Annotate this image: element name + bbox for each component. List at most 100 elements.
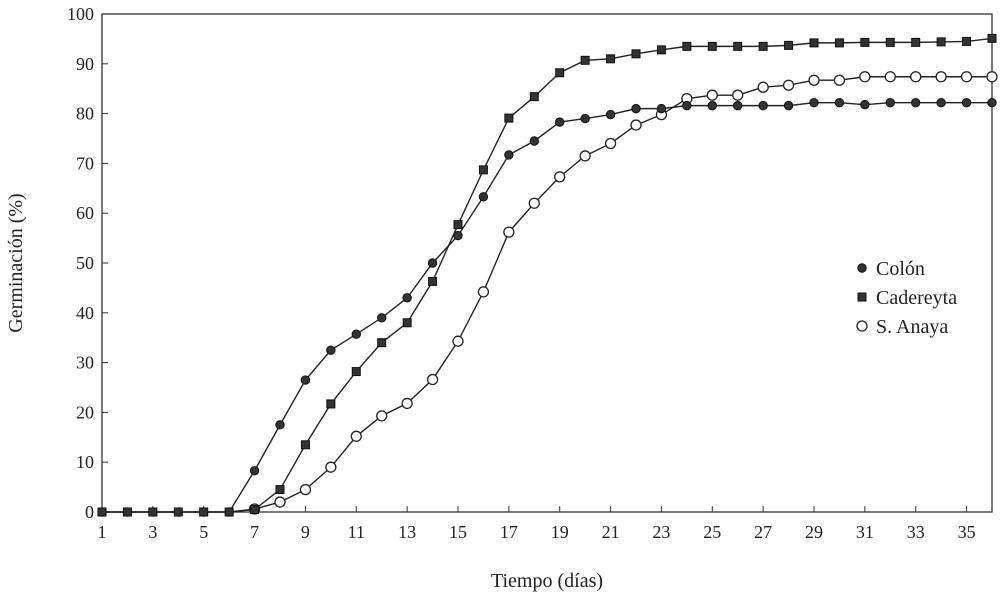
data-point xyxy=(555,68,565,78)
y-tick-label: 90 xyxy=(76,54,94,74)
data-point xyxy=(275,420,285,430)
data-point xyxy=(911,37,921,47)
data-point xyxy=(834,97,845,108)
legend-label: S. Anaya xyxy=(876,316,948,338)
data-point xyxy=(274,496,286,508)
data-point xyxy=(402,318,412,328)
data-point xyxy=(579,150,591,162)
data-point xyxy=(936,37,946,47)
data-point xyxy=(936,97,946,108)
data-point xyxy=(148,507,158,517)
data-point xyxy=(682,100,692,111)
data-point xyxy=(911,97,921,108)
y-tick-label: 10 xyxy=(76,452,94,472)
data-point xyxy=(656,45,666,55)
data-point xyxy=(884,71,896,83)
y-tick-label: 80 xyxy=(76,104,94,124)
series-line xyxy=(102,37,993,513)
data-point xyxy=(477,286,490,298)
x-tick-label: 35 xyxy=(958,522,976,542)
legend: Colón Cadereyta S. Anaya xyxy=(856,258,957,338)
data-point xyxy=(249,465,260,476)
data-point xyxy=(656,103,667,114)
x-tick-label: 23 xyxy=(652,522,670,542)
x-tick-label: 9 xyxy=(301,522,310,542)
legend-marker-open-circle xyxy=(856,320,868,332)
data-point xyxy=(224,507,234,517)
series-s-anaya xyxy=(229,71,998,515)
y-tick-label: 100 xyxy=(67,4,94,24)
data-point xyxy=(834,38,844,48)
y-tick-label: 20 xyxy=(76,402,94,422)
y-tick-label: 60 xyxy=(76,203,94,223)
data-point xyxy=(503,226,515,238)
data-point xyxy=(808,74,820,86)
data-point xyxy=(377,338,387,348)
data-point xyxy=(428,276,438,286)
data-point xyxy=(757,81,769,93)
data-point xyxy=(910,71,922,83)
data-point xyxy=(630,119,642,131)
data-point xyxy=(758,100,768,111)
data-point xyxy=(860,99,870,110)
y-tick-label: 40 xyxy=(76,303,94,323)
series-line xyxy=(102,101,992,513)
data-point xyxy=(300,375,311,385)
data-point xyxy=(173,507,183,517)
legend-label: Colón xyxy=(876,258,925,280)
data-point xyxy=(860,37,870,47)
data-point xyxy=(733,100,743,111)
x-tick-label: 31 xyxy=(856,522,874,542)
data-point xyxy=(859,71,871,83)
data-point xyxy=(427,258,438,268)
data-point xyxy=(299,483,312,496)
data-point xyxy=(784,40,794,50)
data-point xyxy=(833,74,846,86)
x-tick-label: 19 xyxy=(551,522,569,542)
data-point xyxy=(376,410,388,422)
data-point xyxy=(732,89,744,101)
legend-label: Cadereyta xyxy=(876,287,957,309)
data-point xyxy=(250,505,260,515)
y-tick-label: 70 xyxy=(76,153,94,173)
y-axis-label: Germinación (%) xyxy=(5,193,27,332)
data-point xyxy=(402,293,412,303)
data-point xyxy=(809,38,819,48)
legend-marker-filled-square xyxy=(857,292,867,302)
x-tick-label: 15 xyxy=(449,522,467,542)
data-point xyxy=(580,55,590,65)
data-point xyxy=(478,165,488,175)
data-point xyxy=(350,430,362,442)
data-point xyxy=(782,79,795,91)
x-tick-label: 5 xyxy=(199,522,208,542)
data-point xyxy=(351,329,361,339)
series-col-n xyxy=(97,97,997,517)
data-point xyxy=(580,113,590,124)
data-point xyxy=(707,100,717,111)
data-point xyxy=(351,367,361,377)
y-tick-label: 50 xyxy=(76,253,94,273)
data-point xyxy=(631,103,641,114)
data-point xyxy=(504,113,514,123)
data-point xyxy=(961,97,972,108)
data-point xyxy=(631,49,641,59)
data-point xyxy=(987,33,997,43)
data-point xyxy=(504,150,514,160)
data-point xyxy=(529,92,539,102)
plot-frame xyxy=(101,13,993,513)
x-tick-label: 17 xyxy=(500,522,518,542)
data-point xyxy=(325,461,337,473)
data-point xyxy=(554,171,566,183)
data-point xyxy=(529,136,539,146)
y-tick-label: 30 xyxy=(76,353,94,373)
data-point xyxy=(452,335,464,347)
data-point xyxy=(555,117,565,127)
x-tick-label: 29 xyxy=(805,522,823,542)
data-point xyxy=(962,36,972,46)
data-point xyxy=(758,41,768,51)
data-point xyxy=(809,97,819,108)
data-point xyxy=(300,440,310,450)
data-point xyxy=(97,507,107,517)
x-tick-label: 13 xyxy=(398,522,416,542)
